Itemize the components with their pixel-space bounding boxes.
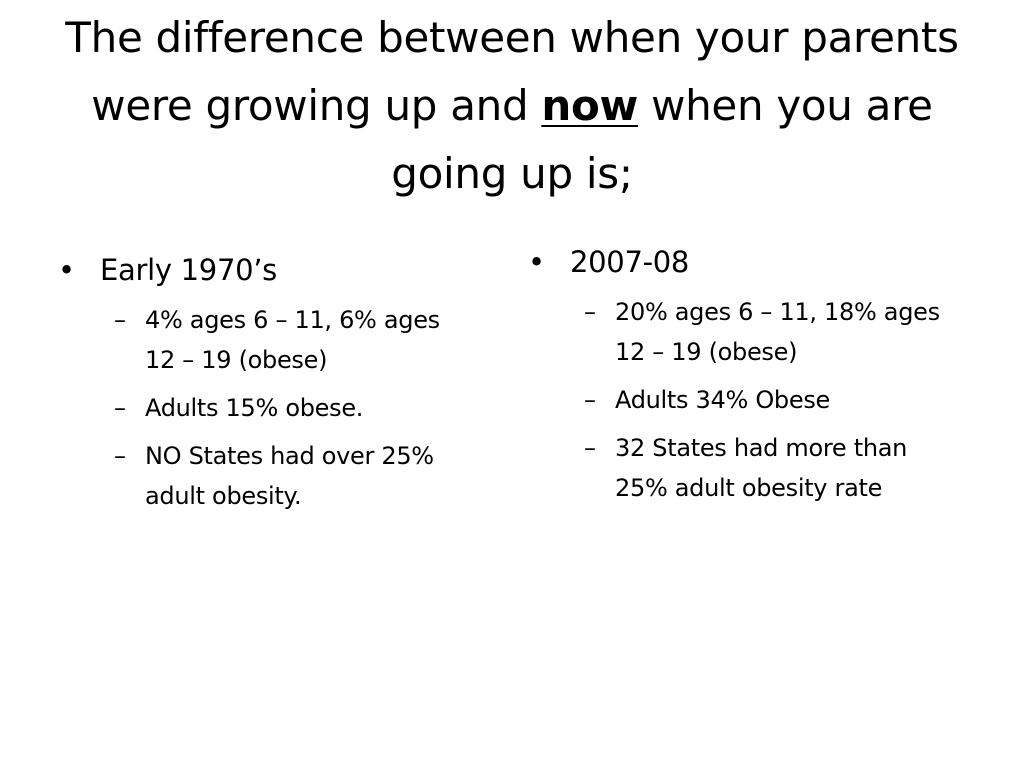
right-sub-list: – 20% ages 6 – 11, 18% ages 12 – 19 (obe… bbox=[528, 292, 968, 508]
list-item: – 32 States had more than 25% adult obes… bbox=[528, 428, 945, 508]
list-item: – Adults 34% Obese bbox=[528, 380, 945, 420]
list-item-text: Adults 15% obese. bbox=[145, 394, 364, 422]
list-item-text: 32 States had more than 25% adult obesit… bbox=[615, 434, 908, 502]
dash-icon: – bbox=[114, 306, 126, 334]
left-column: • Early 1970’s – 4% ages 6 – 11, 6% ages… bbox=[58, 248, 498, 524]
list-item: – NO States had over 25% adult obesity. bbox=[58, 436, 475, 516]
left-heading-text: Early 1970’s bbox=[100, 253, 277, 287]
title-text-after: when you are going up is; bbox=[391, 81, 933, 198]
dash-icon: – bbox=[584, 386, 596, 414]
left-heading-bullet: • Early 1970’s bbox=[58, 248, 498, 292]
list-item-text: Adults 34% Obese bbox=[615, 386, 830, 414]
dash-icon: – bbox=[114, 394, 126, 422]
bullet-dot-icon: • bbox=[528, 245, 545, 279]
bullet-dot-icon: • bbox=[58, 253, 75, 287]
list-item: – 20% ages 6 – 11, 18% ages 12 – 19 (obe… bbox=[528, 292, 945, 372]
dash-icon: – bbox=[584, 298, 596, 326]
right-column: • 2007-08 – 20% ages 6 – 11, 18% ages 12… bbox=[528, 240, 968, 516]
list-item-text: NO States had over 25% adult obesity. bbox=[145, 442, 434, 510]
list-item: – 4% ages 6 – 11, 6% ages 12 – 19 (obese… bbox=[58, 300, 475, 380]
right-heading-bullet: • 2007-08 bbox=[528, 240, 968, 284]
dash-icon: – bbox=[114, 442, 126, 470]
list-item: – Adults 15% obese. bbox=[58, 388, 475, 428]
title-emphasis-now: now bbox=[541, 81, 639, 130]
list-item-text: 20% ages 6 – 11, 18% ages 12 – 19 (obese… bbox=[615, 298, 940, 366]
right-heading-text: 2007-08 bbox=[570, 245, 690, 279]
list-item-text: 4% ages 6 – 11, 6% ages 12 – 19 (obese) bbox=[145, 306, 440, 374]
dash-icon: – bbox=[584, 434, 596, 462]
slide-title: The difference between when your parents… bbox=[60, 4, 964, 208]
left-sub-list: – 4% ages 6 – 11, 6% ages 12 – 19 (obese… bbox=[58, 300, 498, 516]
title-text-before: The difference between when your parents… bbox=[65, 13, 959, 130]
